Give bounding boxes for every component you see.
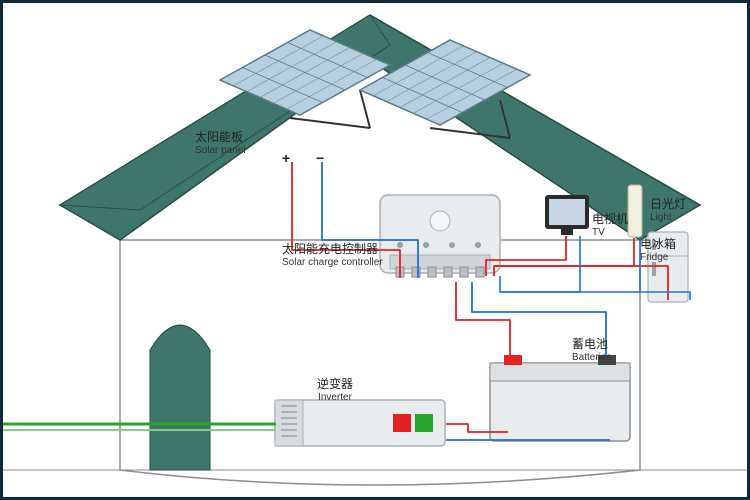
label-tv: 电视机 TV [592,213,628,238]
label-light: 日光灯 Light [650,198,686,223]
inverter-icon [275,400,445,446]
label-plus: + [282,150,290,166]
battery-icon [490,355,630,441]
tv-icon [545,195,589,235]
light-icon [628,185,642,237]
house-door [150,325,210,470]
label-solar-panel: 太阳能板 Solar panel [195,131,246,156]
label-fridge: 电冰箱 Fridge [640,238,676,263]
solar-system-diagram: 太阳能板 Solar panel 太阳能充电控制器 Solar charge c… [0,0,750,500]
label-batteries: 蓄电池 Batteries [572,338,611,363]
charge-controller-icon [380,195,500,277]
label-controller: 太阳能充电控制器 Solar charge controller [282,243,383,268]
label-inverter: 逆变器 Inverter [317,378,353,403]
label-minus: − [316,150,324,166]
